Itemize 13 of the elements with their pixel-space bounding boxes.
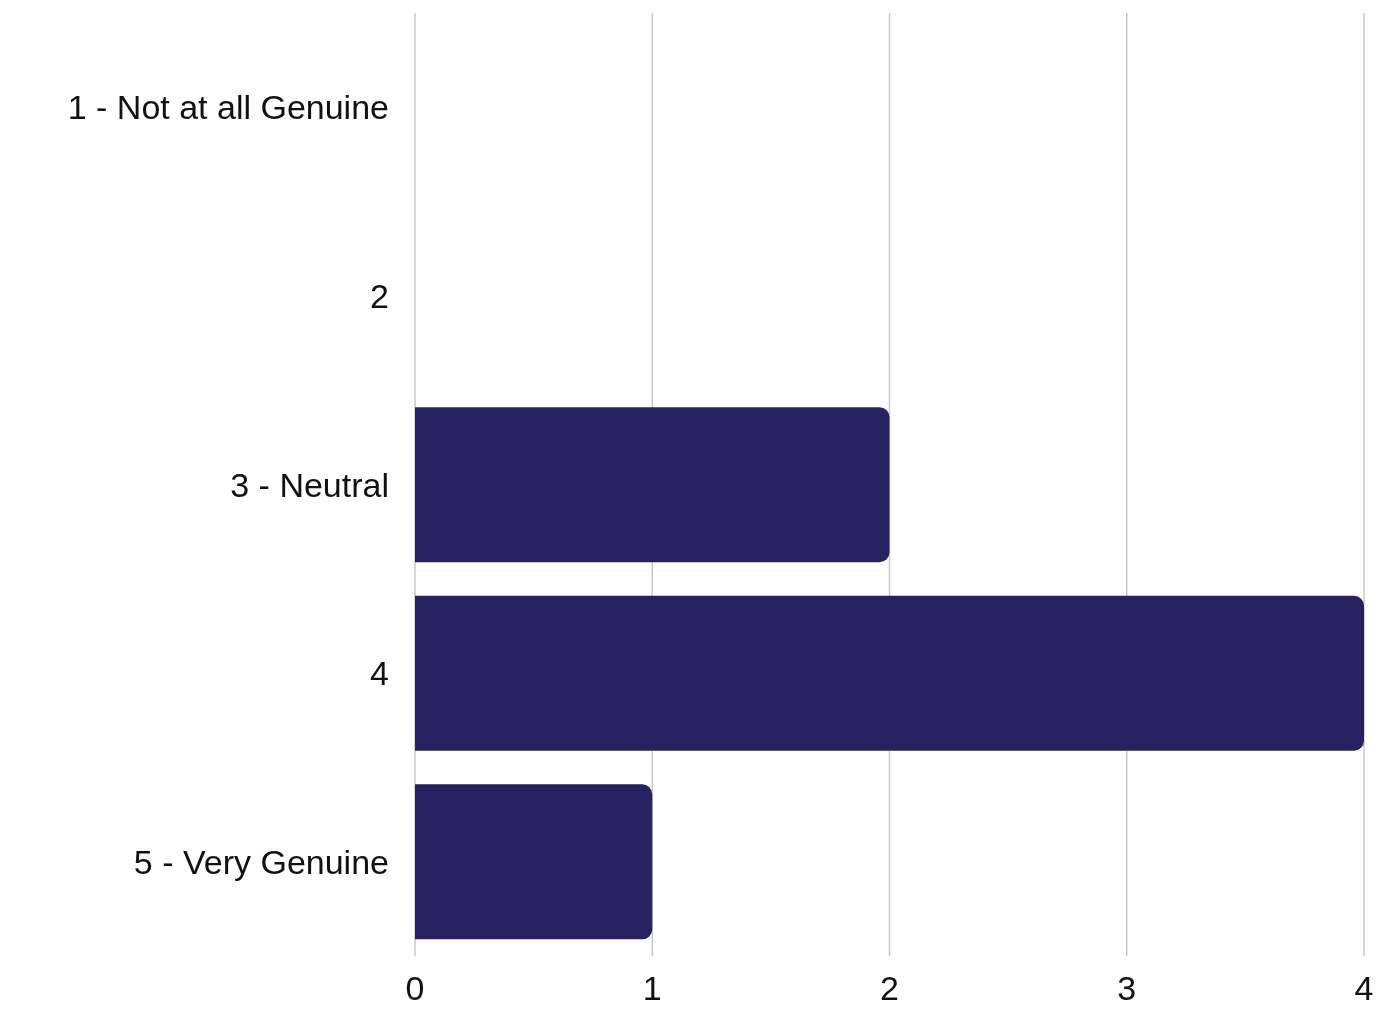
y-tick-label: 3 - Neutral: [230, 465, 389, 504]
x-tick-label: 4: [1354, 969, 1374, 1008]
x-tick-label: 0: [405, 969, 425, 1008]
y-tick-label: 1 - Not at all Genuine: [67, 88, 389, 127]
x-tick-label: 2: [880, 969, 899, 1008]
y-tick-label: 5 - Very Genuine: [133, 842, 389, 881]
bar: [415, 595, 1364, 751]
x-tick-label: 3: [1117, 969, 1137, 1008]
y-tick-label: 4: [370, 654, 389, 693]
y-tick-label: 2: [370, 276, 389, 315]
bar: [415, 784, 653, 940]
x-tick-label: 1: [642, 969, 662, 1008]
bar: [415, 407, 890, 563]
